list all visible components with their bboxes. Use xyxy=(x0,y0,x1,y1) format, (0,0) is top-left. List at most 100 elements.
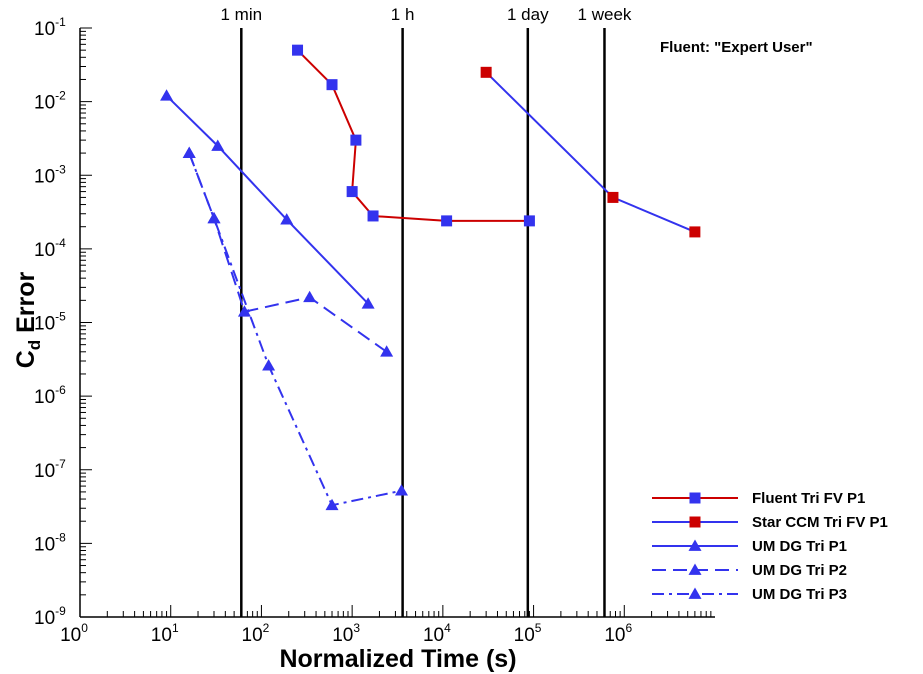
y-tick-base: 10 xyxy=(34,166,55,187)
data-point xyxy=(394,484,408,496)
y-axis-title-sub: d xyxy=(25,340,44,350)
legend-label: UM DG Tri P1 xyxy=(752,538,847,555)
x-tick-exponent: 6 xyxy=(626,621,633,635)
y-axis-title-rest: Error xyxy=(12,271,40,339)
y-tick-base: 10 xyxy=(34,534,55,555)
series-group xyxy=(182,146,408,511)
y-axis-title-main: C xyxy=(12,350,40,368)
legend-item: UM DG Tri P1 xyxy=(652,538,847,555)
legend-marker xyxy=(689,516,701,528)
legend-label: Star CCM Tri FV P1 xyxy=(752,514,888,531)
x-tick-exponent: 3 xyxy=(353,621,360,635)
x-tick-base: 10 xyxy=(423,625,444,646)
x-tick-exponent: 5 xyxy=(535,621,542,635)
data-point xyxy=(689,226,701,238)
legend-label: UM DG Tri P2 xyxy=(752,562,847,579)
y-tick-base: 10 xyxy=(34,461,55,482)
data-point xyxy=(523,215,535,227)
x-tick-base: 10 xyxy=(60,625,81,646)
data-point xyxy=(380,345,394,357)
data-point xyxy=(262,359,276,371)
data-point xyxy=(346,186,358,198)
time-markers: 1 min 1 h 1 day 1 week xyxy=(221,5,632,617)
y-tick-exponent: -7 xyxy=(55,457,66,471)
time-marker-label: 1 day xyxy=(507,5,549,24)
legend-item: Star CCM Tri FV P1 xyxy=(652,514,888,531)
y-tick-exponent: -9 xyxy=(55,604,66,618)
x-tick-label: 105 xyxy=(514,621,542,646)
legend-marker xyxy=(688,563,702,575)
legend: Fluent Tri FV P1 Star CCM Tri FV P1 UM DG … xyxy=(652,490,888,603)
x-axis-title: Normalized Time (s) xyxy=(279,645,516,673)
y-tick-exponent: -1 xyxy=(55,15,66,29)
y-tick-label: 10-2 xyxy=(34,89,66,114)
data-point xyxy=(303,290,317,303)
data-point xyxy=(326,79,338,91)
x-tick-label: 100 xyxy=(60,621,88,646)
x-tick-base: 10 xyxy=(332,625,353,646)
data-point xyxy=(182,146,196,158)
x-tick-exponent: 1 xyxy=(172,621,179,635)
data-point xyxy=(367,210,379,222)
time-marker-label: 1 week xyxy=(578,5,632,24)
y-tick-label: 10-9 xyxy=(34,604,66,629)
x-tick-base: 10 xyxy=(604,625,625,646)
data-point xyxy=(480,66,492,78)
series-group xyxy=(182,146,394,357)
x-tick-exponent: 0 xyxy=(81,621,88,635)
data-point xyxy=(237,305,251,317)
x-tick-exponent: 4 xyxy=(444,621,451,635)
y-tick-base: 10 xyxy=(34,19,55,40)
y-tick-label: 10-1 xyxy=(34,15,66,40)
y-tick-base: 10 xyxy=(34,314,55,335)
legend-item: UM DG Tri P3 xyxy=(652,586,847,603)
y-tick-label: 10-4 xyxy=(34,236,66,261)
data-point xyxy=(607,191,619,203)
legend-marker xyxy=(688,539,702,551)
x-tick-exponent: 2 xyxy=(263,621,270,635)
x-tick-base: 10 xyxy=(151,625,172,646)
y-tick-base: 10 xyxy=(34,608,55,629)
x-tick-label: 103 xyxy=(332,621,360,646)
data-point xyxy=(361,297,375,309)
series-line xyxy=(485,71,696,233)
data-point xyxy=(350,134,362,146)
data-point xyxy=(160,89,174,101)
y-tick-exponent: -5 xyxy=(55,310,66,324)
series-line xyxy=(188,152,388,353)
series-line xyxy=(188,152,402,507)
legend-marker xyxy=(688,587,702,599)
axis-ticks xyxy=(79,27,712,618)
y-tick-label: 10-3 xyxy=(34,162,66,187)
legend-item: UM DG Tri P2 xyxy=(652,562,847,579)
y-tick-exponent: -4 xyxy=(55,236,66,250)
time-marker-label: 1 min xyxy=(221,5,263,24)
data-series xyxy=(160,44,701,511)
y-tick-exponent: -3 xyxy=(55,162,66,176)
data-point xyxy=(441,215,453,227)
tick-labels: 100 101 102 103 104 105 10610-110-210-310-410-… xyxy=(34,15,633,646)
x-tick-label: 104 xyxy=(423,621,451,646)
y-tick-label: 10-8 xyxy=(34,530,66,555)
y-tick-base: 10 xyxy=(34,387,55,408)
series-line xyxy=(296,49,530,222)
x-tick-base: 10 xyxy=(242,625,263,646)
x-tick-label: 101 xyxy=(151,621,179,646)
series-group xyxy=(292,44,535,227)
y-tick-base: 10 xyxy=(34,240,55,261)
series-group xyxy=(160,89,375,309)
legend-label: Fluent Tri FV P1 xyxy=(752,490,865,507)
x-tick-label: 106 xyxy=(604,621,632,646)
y-tick-exponent: -2 xyxy=(55,89,66,103)
series-line xyxy=(165,95,369,305)
x-tick-base: 10 xyxy=(514,625,535,646)
y-tick-label: 10-6 xyxy=(34,383,66,408)
legend-label: UM DG Tri P3 xyxy=(752,586,847,603)
x-tick-label: 102 xyxy=(242,621,270,646)
data-point xyxy=(207,211,221,224)
time-marker-label: 1 h xyxy=(391,5,415,24)
plot-frame xyxy=(79,28,715,618)
y-tick-exponent: -8 xyxy=(55,530,66,544)
data-point xyxy=(211,139,225,151)
